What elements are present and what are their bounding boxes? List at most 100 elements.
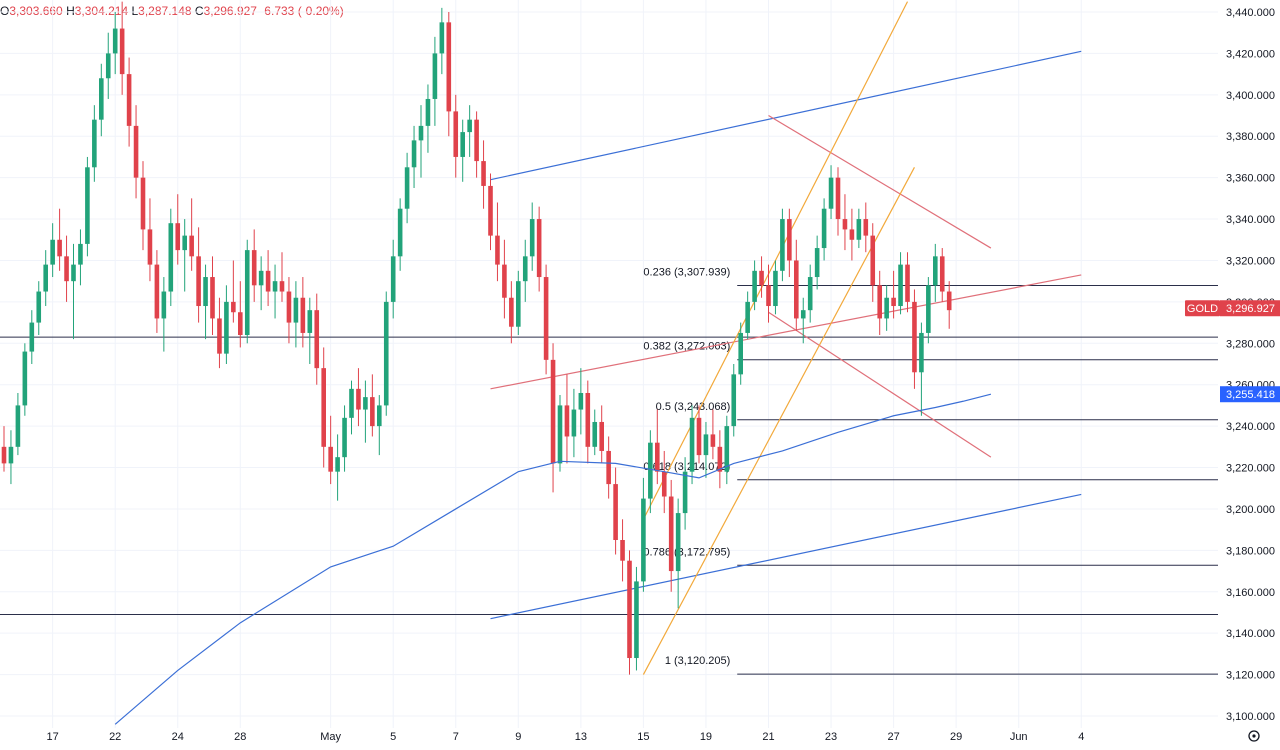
candle-body xyxy=(29,322,35,352)
candle-body xyxy=(905,264,910,302)
candle-body xyxy=(509,297,514,327)
change-percent: (-0.20%) xyxy=(297,4,344,18)
candle-body xyxy=(606,450,611,485)
candle-body xyxy=(717,446,723,472)
candle-body xyxy=(189,235,194,257)
time-tick-label: 21 xyxy=(762,731,774,743)
time-tick-label: Jun xyxy=(1010,731,1028,743)
horizontal-levels xyxy=(0,336,1218,616)
fib-level-label: 0.618 (3,214.072) xyxy=(643,461,730,473)
candle-body xyxy=(564,405,570,437)
time-tick-label: 13 xyxy=(575,731,587,743)
candle-body xyxy=(557,405,563,464)
candle-body xyxy=(891,297,896,307)
candle-body xyxy=(293,297,299,323)
candle-body xyxy=(710,434,716,447)
candle-body xyxy=(682,471,688,514)
candle-body xyxy=(926,285,931,333)
open-value: 3,303.660 xyxy=(9,4,63,18)
candle-body xyxy=(439,22,445,54)
time-tick-label: 28 xyxy=(234,731,246,743)
candle-body xyxy=(50,239,55,265)
close-label: C xyxy=(194,4,204,18)
candle-body xyxy=(529,219,535,257)
candle-body xyxy=(585,392,591,447)
price-tick-label: 3,420.000 xyxy=(1226,48,1275,60)
time-tick-label: 4 xyxy=(1078,731,1084,743)
trend-lines xyxy=(490,1,1082,675)
ma-price-label: 3,255.418 xyxy=(1226,389,1275,401)
low-label: L xyxy=(131,4,139,18)
candle-body xyxy=(453,111,459,157)
candle-body xyxy=(446,22,452,112)
candle-body xyxy=(251,250,257,286)
candle-body xyxy=(745,301,750,333)
candle-body xyxy=(175,223,181,251)
settings-icon[interactable] xyxy=(1248,730,1260,742)
candle-body xyxy=(752,270,757,302)
candle-body xyxy=(821,208,827,249)
candle-body xyxy=(210,277,215,319)
candle-body xyxy=(383,301,389,406)
price-tick-label: 3,360.000 xyxy=(1226,173,1275,185)
candle-body xyxy=(543,277,549,360)
price-tick-label: 3,320.000 xyxy=(1226,255,1275,267)
candle-body xyxy=(800,310,806,319)
fib-level-label: 1 (3,120.205) xyxy=(665,655,730,667)
candle-body xyxy=(286,291,292,323)
trend-line xyxy=(642,167,915,675)
candle-body xyxy=(1,446,7,464)
time-tick-label: May xyxy=(320,731,341,743)
time-tick-label: 22 xyxy=(109,731,121,743)
time-tick-label: 15 xyxy=(637,731,649,743)
candle-body xyxy=(814,248,820,278)
time-tick-label: 7 xyxy=(453,731,459,743)
candle-body xyxy=(828,177,834,209)
candle-body xyxy=(946,291,952,311)
candle-body xyxy=(620,540,625,561)
candle-body xyxy=(689,417,695,472)
candle-body xyxy=(363,397,368,410)
candle-body xyxy=(536,219,542,278)
price-tags: GOLD 3,296.927 3,255.418 xyxy=(1185,300,1280,403)
time-tick-label: 17 xyxy=(47,731,59,743)
candle-body xyxy=(92,119,97,168)
candle-body xyxy=(64,256,69,282)
trend-line xyxy=(768,311,992,458)
candle-body xyxy=(648,442,653,499)
candle-body xyxy=(502,264,507,298)
price-tick-label: 3,180.000 xyxy=(1226,545,1275,557)
candle-body xyxy=(265,270,271,292)
fibonacci-retracement: 0.236 (3,307.939) 0.382 (3,272.063) 0.5 (3… xyxy=(643,266,1218,675)
price-tick-label: 3,120.000 xyxy=(1226,670,1275,682)
candle-body xyxy=(571,409,577,437)
candle-body xyxy=(912,301,917,373)
last-price-tag xyxy=(1220,300,1280,317)
candle-body xyxy=(766,285,771,307)
price-axis[interactable]: 3,100.000 3,120.000 3,140.000 3,160.000 3,18… xyxy=(1226,7,1275,723)
candle-body xyxy=(731,374,737,427)
candle-body xyxy=(460,132,465,157)
candle-body xyxy=(856,219,862,240)
candle-body xyxy=(849,229,855,240)
candle-body xyxy=(112,28,118,54)
candle-body xyxy=(696,417,702,456)
candle-body xyxy=(321,368,326,447)
candle-body xyxy=(759,270,764,286)
candle-body xyxy=(161,291,167,319)
candle-body xyxy=(182,235,187,251)
candle-body xyxy=(919,332,924,373)
price-tick-label: 3,220.000 xyxy=(1226,463,1275,475)
candle-body xyxy=(592,421,598,447)
candle-body xyxy=(342,417,347,458)
time-axis[interactable]: 17 22 24 28 May 5 7 9 13 15 19 21 23 27 29 Jun 4 xyxy=(47,731,1085,743)
candle-body xyxy=(780,219,785,271)
candles xyxy=(1,1,952,675)
candle-body xyxy=(43,264,48,292)
candle-body xyxy=(328,446,333,472)
price-tick-label: 3,340.000 xyxy=(1226,214,1275,226)
candle-body xyxy=(370,397,375,427)
price-tick-label: 3,240.000 xyxy=(1226,421,1275,433)
candle-body xyxy=(488,185,493,236)
